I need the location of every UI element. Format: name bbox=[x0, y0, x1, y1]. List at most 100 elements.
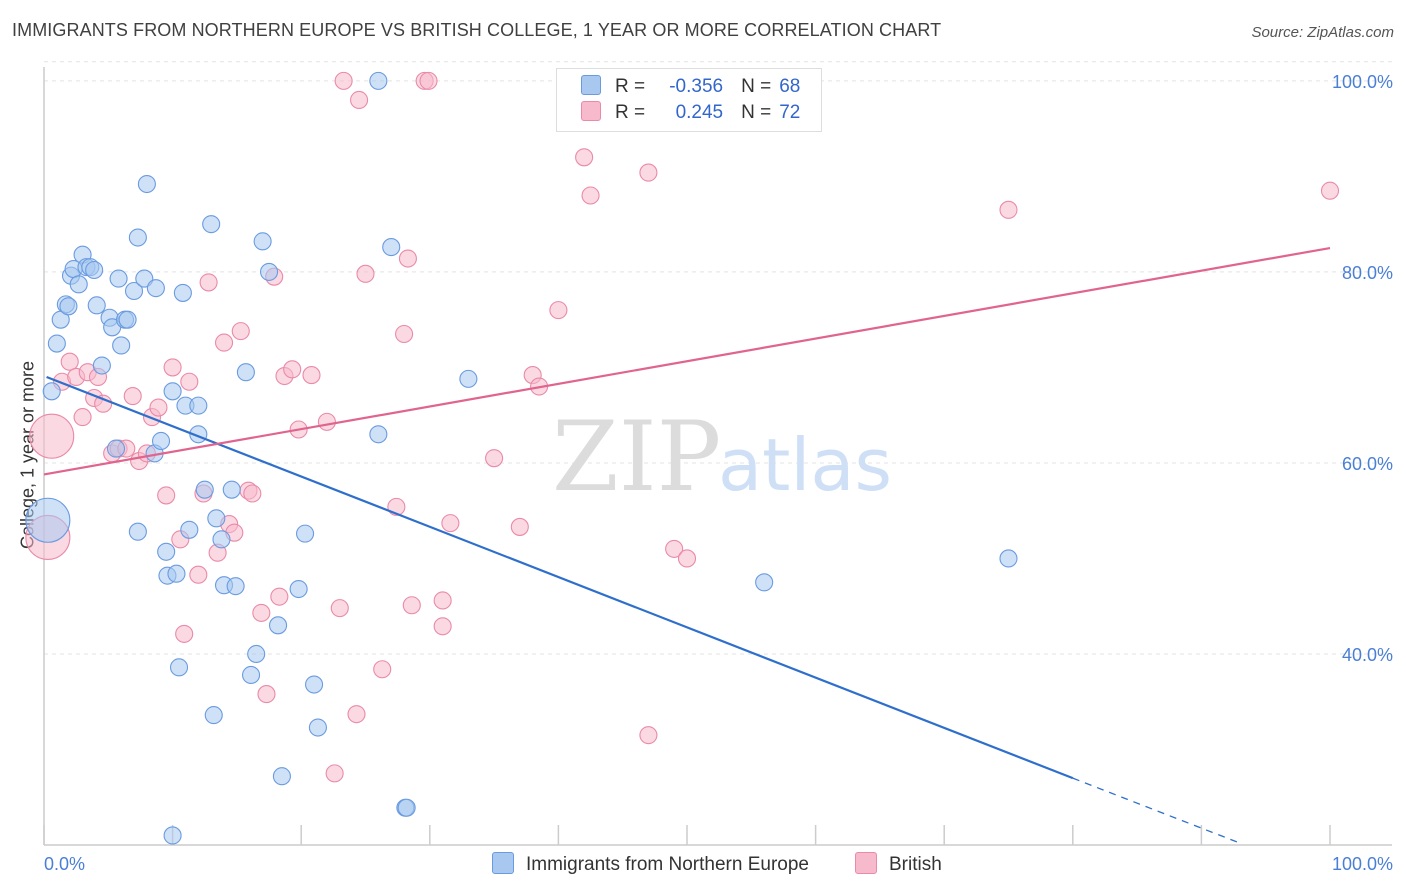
northern-europe-point bbox=[25, 497, 71, 543]
northern-europe-point bbox=[151, 431, 171, 451]
northern-europe-point bbox=[128, 228, 147, 247]
british-point bbox=[270, 587, 289, 606]
stats-swatch-blue bbox=[581, 75, 601, 95]
legend-swatch-pink bbox=[855, 852, 877, 874]
legend-label: Immigrants from Northern Europe bbox=[526, 854, 809, 875]
northern-europe-point bbox=[755, 573, 774, 592]
chart-title: IMMIGRANTS FROM NORTHERN EUROPE VS BRITI… bbox=[12, 20, 942, 40]
northern-europe-point bbox=[157, 542, 176, 561]
british-point bbox=[373, 660, 392, 679]
northern-europe-point bbox=[226, 577, 245, 596]
northern-europe-point bbox=[106, 439, 126, 458]
british-point bbox=[252, 603, 271, 622]
watermark-atlas: atlas bbox=[718, 423, 892, 507]
british-point bbox=[347, 705, 366, 724]
legend-item-british[interactable]: British bbox=[855, 852, 942, 876]
british-point bbox=[231, 322, 250, 341]
northern-europe-point bbox=[241, 665, 261, 685]
northern-europe-point bbox=[146, 279, 165, 298]
legend-swatch-blue bbox=[492, 852, 514, 874]
stats-row-british: R = 0.245 N = 72 bbox=[581, 101, 800, 127]
british-point bbox=[433, 617, 452, 636]
british-point bbox=[123, 387, 142, 406]
chart-source: Source: ZipAtlas.com bbox=[1251, 24, 1394, 41]
stats-n-value: 72 bbox=[779, 102, 801, 123]
british-point bbox=[257, 685, 276, 704]
northern-europe-point bbox=[204, 706, 223, 725]
legend-item-northern-europe[interactable]: Immigrants from Northern Europe bbox=[492, 852, 809, 876]
northern-europe-point bbox=[59, 297, 78, 316]
northern-europe-point bbox=[222, 480, 241, 499]
british-point bbox=[317, 412, 336, 431]
trendlines bbox=[43, 246, 1331, 844]
british-point bbox=[180, 372, 199, 391]
british-point bbox=[94, 394, 113, 413]
y-tick-label: 60.0% bbox=[1342, 454, 1393, 474]
legend-label: British bbox=[889, 854, 942, 875]
stats-r-label: R = bbox=[615, 76, 646, 97]
british-point bbox=[157, 486, 176, 505]
northern-europe-point bbox=[92, 356, 111, 375]
stats-r-value: -0.356 bbox=[669, 76, 724, 97]
british-point bbox=[163, 358, 182, 377]
northern-europe-point bbox=[124, 281, 144, 301]
northern-europe-trendline-extension bbox=[1072, 777, 1241, 844]
british-point bbox=[402, 596, 421, 615]
northern-europe-points bbox=[25, 71, 1018, 845]
stats-r-label: R = bbox=[615, 102, 646, 123]
british-point bbox=[441, 514, 460, 533]
northern-europe-point bbox=[999, 549, 1018, 568]
northern-europe-point bbox=[118, 310, 137, 329]
x-tick-label: 0.0% bbox=[44, 854, 85, 874]
british-point bbox=[330, 599, 349, 618]
northern-europe-point bbox=[305, 675, 324, 694]
northern-europe-point bbox=[253, 232, 272, 251]
x-tick-label: 100.0% bbox=[1332, 854, 1393, 874]
british-point bbox=[283, 360, 302, 379]
northern-europe-point bbox=[42, 382, 61, 401]
northern-europe-point bbox=[259, 262, 279, 281]
northern-europe-point bbox=[369, 425, 388, 444]
grid-lines bbox=[44, 61, 1392, 655]
northern-europe-point bbox=[289, 579, 308, 599]
british-point bbox=[398, 249, 417, 268]
watermark: ZIP atlas bbox=[552, 401, 892, 513]
british-point bbox=[199, 273, 218, 292]
tick-labels: 40.0% 60.0% 80.0% 100.0% 0.0% 100.0% bbox=[44, 72, 1393, 874]
northern-europe-point bbox=[308, 718, 327, 737]
british-point bbox=[325, 764, 344, 783]
british-point bbox=[73, 408, 92, 427]
northern-europe-point bbox=[236, 363, 255, 382]
british-point bbox=[581, 186, 600, 205]
stats-box: R = -0.356 N = 68 R = 0.245 N = 72 bbox=[556, 68, 822, 132]
y-tick-label: 100.0% bbox=[1332, 72, 1393, 92]
british-point bbox=[575, 148, 594, 167]
northern-europe-point bbox=[137, 174, 156, 194]
british-point bbox=[665, 539, 684, 558]
stats-n-label: N = bbox=[741, 102, 772, 123]
northern-europe-point bbox=[207, 509, 226, 528]
northern-europe-point bbox=[459, 369, 478, 388]
british-point bbox=[433, 591, 452, 610]
stats-r-value: 0.245 bbox=[675, 102, 724, 123]
british-point bbox=[510, 517, 529, 536]
northern-europe-point bbox=[247, 644, 266, 664]
british-point bbox=[334, 71, 353, 90]
stats-n-value: 68 bbox=[779, 76, 801, 97]
british-point bbox=[149, 398, 168, 417]
british-point bbox=[302, 366, 321, 385]
northern-europe-point bbox=[382, 238, 401, 257]
northern-europe-point bbox=[296, 524, 315, 543]
british-point bbox=[243, 484, 262, 503]
northern-europe-point bbox=[87, 296, 106, 315]
northern-europe-point bbox=[69, 275, 88, 294]
northern-europe-point bbox=[189, 396, 208, 415]
northern-europe-point bbox=[109, 269, 128, 288]
northern-europe-point bbox=[85, 260, 104, 280]
northern-europe-point bbox=[212, 530, 231, 549]
british-point bbox=[485, 449, 504, 468]
northern-europe-point bbox=[369, 71, 388, 90]
northern-europe-point bbox=[202, 215, 221, 234]
northern-europe-point bbox=[163, 382, 182, 401]
